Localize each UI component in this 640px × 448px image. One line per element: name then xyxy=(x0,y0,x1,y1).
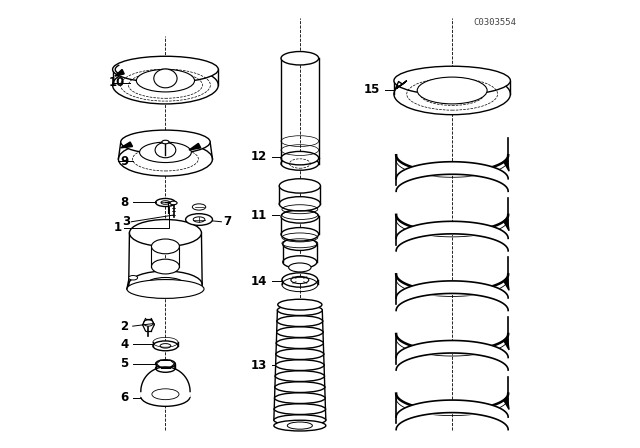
Ellipse shape xyxy=(141,387,190,406)
Ellipse shape xyxy=(129,276,138,280)
Ellipse shape xyxy=(278,299,322,310)
Ellipse shape xyxy=(281,157,319,170)
Ellipse shape xyxy=(155,142,176,158)
Polygon shape xyxy=(120,142,132,148)
Ellipse shape xyxy=(143,320,154,326)
Ellipse shape xyxy=(140,142,191,163)
Ellipse shape xyxy=(276,360,324,370)
Ellipse shape xyxy=(287,422,312,429)
Ellipse shape xyxy=(121,130,210,154)
Ellipse shape xyxy=(127,280,204,298)
Text: 14: 14 xyxy=(251,275,267,288)
Text: 10: 10 xyxy=(109,76,125,90)
Ellipse shape xyxy=(152,239,179,254)
Ellipse shape xyxy=(147,277,184,292)
Ellipse shape xyxy=(186,214,212,225)
Ellipse shape xyxy=(156,364,175,372)
Ellipse shape xyxy=(129,220,202,246)
Ellipse shape xyxy=(277,316,323,327)
Text: 15: 15 xyxy=(364,83,380,96)
Ellipse shape xyxy=(152,259,179,274)
Ellipse shape xyxy=(275,382,324,392)
Ellipse shape xyxy=(113,56,218,82)
Polygon shape xyxy=(504,397,509,409)
Text: 4: 4 xyxy=(120,337,128,351)
Polygon shape xyxy=(504,278,509,290)
Ellipse shape xyxy=(160,344,171,348)
Text: 2: 2 xyxy=(120,319,128,333)
Ellipse shape xyxy=(274,420,326,431)
Text: 9: 9 xyxy=(120,155,128,168)
Ellipse shape xyxy=(156,360,175,368)
Ellipse shape xyxy=(283,256,317,268)
Text: 3: 3 xyxy=(122,215,131,228)
Text: 11: 11 xyxy=(251,208,267,222)
Ellipse shape xyxy=(153,341,178,351)
Text: 6: 6 xyxy=(120,391,128,405)
Ellipse shape xyxy=(162,140,169,144)
Ellipse shape xyxy=(279,179,321,193)
Ellipse shape xyxy=(136,69,195,92)
Ellipse shape xyxy=(283,238,317,250)
Ellipse shape xyxy=(274,415,326,426)
Ellipse shape xyxy=(192,204,205,210)
Ellipse shape xyxy=(281,228,319,241)
Polygon shape xyxy=(189,143,201,150)
Ellipse shape xyxy=(276,327,323,337)
Text: 8: 8 xyxy=(120,196,128,209)
Ellipse shape xyxy=(193,217,205,222)
Polygon shape xyxy=(396,81,407,89)
Text: 5: 5 xyxy=(120,357,128,370)
Ellipse shape xyxy=(394,66,511,95)
Polygon shape xyxy=(504,159,509,171)
Ellipse shape xyxy=(281,52,319,65)
Ellipse shape xyxy=(161,201,170,204)
Polygon shape xyxy=(115,69,124,76)
Ellipse shape xyxy=(281,210,319,223)
Ellipse shape xyxy=(394,73,511,115)
Ellipse shape xyxy=(274,404,326,414)
Ellipse shape xyxy=(276,338,323,349)
Text: 1: 1 xyxy=(114,221,122,234)
Text: 13: 13 xyxy=(251,358,267,372)
Ellipse shape xyxy=(291,276,308,284)
Ellipse shape xyxy=(276,349,324,359)
Ellipse shape xyxy=(289,263,311,272)
Ellipse shape xyxy=(279,197,321,211)
Ellipse shape xyxy=(170,201,177,205)
Ellipse shape xyxy=(275,393,325,404)
Text: C0303554: C0303554 xyxy=(473,18,516,27)
Ellipse shape xyxy=(154,69,177,88)
Ellipse shape xyxy=(156,198,175,207)
Text: 12: 12 xyxy=(251,150,267,164)
Polygon shape xyxy=(504,218,509,231)
Ellipse shape xyxy=(129,271,202,298)
Ellipse shape xyxy=(275,371,324,382)
Ellipse shape xyxy=(113,66,218,104)
Ellipse shape xyxy=(282,273,317,287)
Polygon shape xyxy=(504,337,509,350)
Polygon shape xyxy=(141,367,190,396)
Ellipse shape xyxy=(118,142,212,176)
Text: 7: 7 xyxy=(223,215,232,228)
Ellipse shape xyxy=(277,305,323,315)
Ellipse shape xyxy=(281,151,319,165)
Ellipse shape xyxy=(417,77,487,104)
